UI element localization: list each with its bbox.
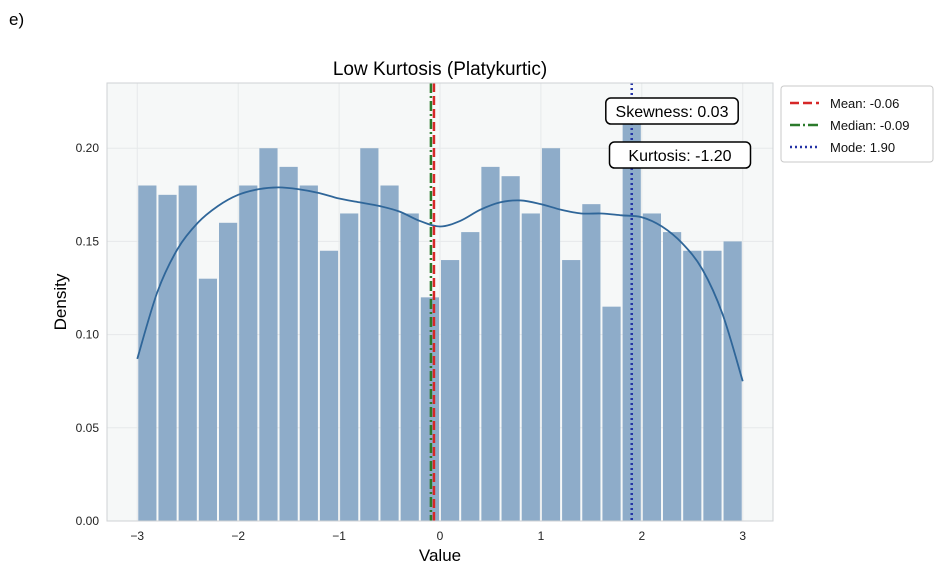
x-axis-ticks: −3 −2 −1 0 1 2 3 xyxy=(130,529,746,543)
histogram-bar xyxy=(340,213,359,521)
x-tick-label: 3 xyxy=(739,529,746,543)
statistic-lines xyxy=(429,83,633,521)
histogram-bar xyxy=(198,278,217,521)
y-axis-label: Density xyxy=(51,273,70,330)
histogram-bar xyxy=(319,250,339,521)
kurtosis-box xyxy=(608,141,752,169)
x-tick-label: −3 xyxy=(130,529,144,543)
histogram-bar xyxy=(703,250,722,521)
histogram-bars xyxy=(138,120,742,522)
histogram-bar xyxy=(521,213,540,521)
legend-box xyxy=(780,85,934,163)
panel-label: e) xyxy=(9,10,25,29)
histogram-bar xyxy=(299,185,318,522)
histogram-bar xyxy=(360,148,379,521)
histogram-bar xyxy=(279,166,298,521)
histogram-bar xyxy=(683,250,702,521)
legend: Mean: -0.06 Median: -0.09 Mode: 1.90 xyxy=(780,85,934,163)
kurtosis-annotation: Kurtosis: -1.20 xyxy=(608,141,752,169)
histogram-bar xyxy=(723,241,742,521)
stat-annotations: Skewness: 0.03 Kurtosis: -1.20 xyxy=(605,97,752,169)
kde-curve xyxy=(136,186,744,382)
plot-frame xyxy=(106,82,774,522)
mean-legend-label: Mean: -0.06 xyxy=(830,96,899,111)
median-legend-label: Median: -0.09 xyxy=(830,118,910,133)
histogram-bar xyxy=(541,148,561,521)
skewness-text: Skewness: 0.03 xyxy=(616,104,729,121)
histogram-bar xyxy=(642,213,661,521)
histogram-bar xyxy=(501,176,520,522)
histogram-bar xyxy=(441,260,460,521)
histogram-bar xyxy=(622,120,641,521)
y-axis-ticks: 0.00 0.05 0.10 0.15 0.20 xyxy=(76,141,100,528)
y-tick-label: 0.00 xyxy=(76,514,100,528)
x-tick-label: −2 xyxy=(231,529,245,543)
histogram-bar xyxy=(461,232,480,521)
x-tick-label: 2 xyxy=(638,529,645,543)
histogram-bar xyxy=(582,204,601,522)
y-tick-label: 0.15 xyxy=(76,234,100,248)
y-tick-label: 0.20 xyxy=(76,141,100,155)
histogram-bar xyxy=(259,148,278,521)
legend-item-mean: Mean: -0.06 xyxy=(790,96,899,111)
x-tick-label: 0 xyxy=(437,529,444,543)
kurtosis-text: Kurtosis: -1.20 xyxy=(628,148,731,165)
histogram-bar xyxy=(602,306,621,521)
skewness-annotation: Skewness: 0.03 xyxy=(605,97,739,125)
y-tick-label: 0.05 xyxy=(76,421,100,435)
x-tick-label: 1 xyxy=(538,529,545,543)
legend-item-mode: Mode: 1.90 xyxy=(790,140,895,155)
histogram-bar xyxy=(239,185,258,522)
histogram-bar xyxy=(380,185,399,522)
histogram-bar xyxy=(158,194,177,522)
x-tick-label: −1 xyxy=(332,529,346,543)
mode-legend-label: Mode: 1.90 xyxy=(830,140,895,155)
histogram-bar xyxy=(562,260,581,521)
histogram-bar xyxy=(178,185,197,522)
x-axis-label: Value xyxy=(419,546,461,565)
skewness-box xyxy=(605,97,739,125)
y-tick-label: 0.10 xyxy=(76,328,100,342)
histogram-bar xyxy=(138,185,157,522)
histogram-bar xyxy=(400,213,419,521)
histogram-bar xyxy=(219,222,238,521)
histogram-bar xyxy=(481,166,500,521)
legend-item-median: Median: -0.09 xyxy=(790,118,910,133)
histogram-bar xyxy=(663,232,682,521)
chart-title: Low Kurtosis (Platykurtic) xyxy=(333,59,547,80)
